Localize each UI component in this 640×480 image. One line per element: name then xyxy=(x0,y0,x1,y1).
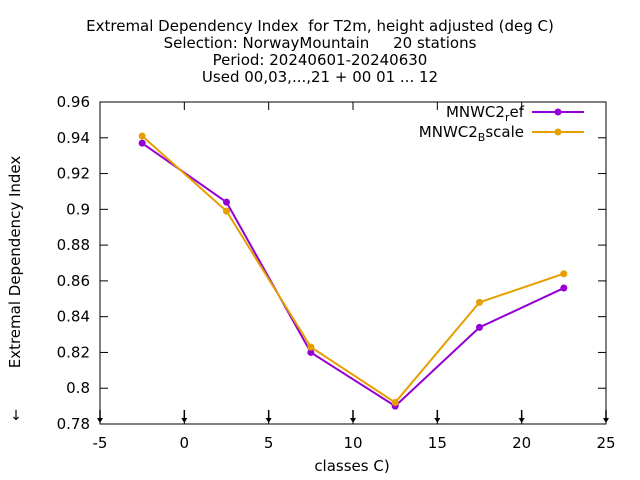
x-arrow-head-icon xyxy=(350,418,356,423)
legend-label-0: MNWC2ref xyxy=(446,103,525,124)
x-tick-label: -5 xyxy=(93,434,108,452)
legend-marker-1 xyxy=(554,128,562,136)
title-line-1: Extremal Dependency Index for T2m, heigh… xyxy=(86,17,554,35)
y-tick-label: 0.94 xyxy=(57,129,90,147)
x-arrow-head-icon xyxy=(603,418,609,423)
series-point-1 xyxy=(138,132,146,140)
y-tick-label: 0.92 xyxy=(57,165,90,183)
x-tick-label: 25 xyxy=(596,434,615,452)
x-tick-label: 15 xyxy=(428,434,447,452)
series-point-1 xyxy=(391,399,399,407)
x-arrow-head-icon xyxy=(97,418,103,423)
title-line-4: Used 00,03,...,21 + 00 01 ... 12 xyxy=(201,68,439,86)
series-point-0 xyxy=(560,284,568,292)
title-line-2: Selection: NorwayMountain 20 stations xyxy=(163,34,477,52)
series-point-1 xyxy=(223,207,230,215)
y-side-arrow-icon: ↓ xyxy=(10,408,22,424)
y-tick-label: 0.8 xyxy=(66,379,90,397)
x-arrow-head-icon xyxy=(518,418,525,423)
series-point-0 xyxy=(307,348,315,356)
x-arrow-head-icon xyxy=(181,418,188,423)
series-line-1 xyxy=(141,135,565,404)
x-arrow-head-icon xyxy=(265,418,272,423)
y-tick-label: 0.88 xyxy=(57,236,90,254)
x-tick-label: 0 xyxy=(180,434,190,452)
x-tick-label: 20 xyxy=(512,434,531,452)
axes: 0.78 0.8 0.82 0.84 0.86 0.88 0.9 0.92 0.94 0.96 -5… xyxy=(57,93,616,452)
y-tick-label: 0.82 xyxy=(57,343,90,361)
y-tick-label: 0.78 xyxy=(57,415,90,433)
x-tick-label: 5 xyxy=(264,434,274,452)
x-arrow-head-icon xyxy=(434,418,441,423)
y-tick-label: 0.96 xyxy=(57,93,90,111)
legend-marker-0 xyxy=(554,108,562,116)
series-layer xyxy=(138,132,568,410)
x-axis-label: classes C) xyxy=(314,457,389,475)
y-tick-label: 0.84 xyxy=(57,308,90,326)
series-point-1 xyxy=(560,270,568,278)
y-tick-label: 0.86 xyxy=(57,272,90,290)
series-point-1 xyxy=(307,343,315,351)
series-point-0 xyxy=(223,198,230,206)
y-axis-label: Extremal Dependency Index xyxy=(6,156,24,369)
series-point-0 xyxy=(476,323,483,331)
legend-label-1: MNWC2Bscale xyxy=(419,123,524,144)
series-line-0 xyxy=(141,142,565,408)
x-tick-label: 10 xyxy=(343,434,362,452)
series-point-1 xyxy=(476,298,483,306)
title-line-3: Period: 20240601-20240630 xyxy=(212,51,428,69)
y-tick-label: 0.9 xyxy=(66,200,90,218)
series-point-0 xyxy=(138,139,146,147)
